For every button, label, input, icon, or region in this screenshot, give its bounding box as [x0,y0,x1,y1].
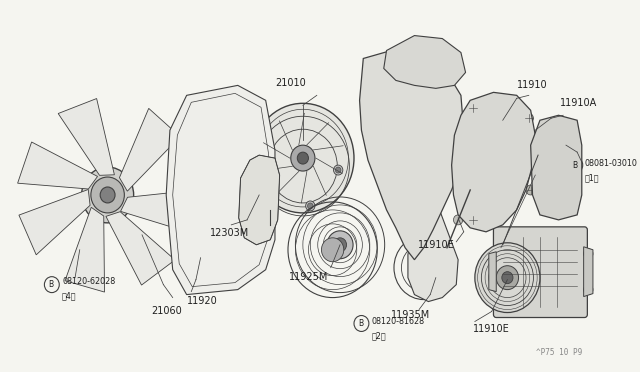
Text: B: B [358,319,363,328]
Polygon shape [531,115,582,220]
Text: 11920: 11920 [187,296,218,305]
Circle shape [460,139,471,151]
Text: 08120-81628: 08120-81628 [372,317,425,326]
Polygon shape [360,51,464,260]
Polygon shape [384,36,465,89]
Polygon shape [19,189,90,255]
Polygon shape [489,252,496,292]
Text: 08120-62028: 08120-62028 [62,277,115,286]
Text: 08081-03010: 08081-03010 [584,158,637,167]
Circle shape [403,89,426,112]
Circle shape [463,142,468,148]
Circle shape [91,177,124,213]
Circle shape [306,201,315,211]
Circle shape [464,183,477,197]
Circle shape [415,51,438,74]
Circle shape [496,266,518,290]
Circle shape [267,224,274,232]
Circle shape [454,215,463,225]
Circle shape [468,215,477,225]
Circle shape [428,130,438,140]
Circle shape [409,94,420,106]
Text: 21060: 21060 [151,305,182,315]
Text: 21010: 21010 [275,78,306,89]
Polygon shape [239,155,280,245]
Text: B: B [572,161,577,170]
Circle shape [440,245,454,259]
Circle shape [421,243,426,249]
Polygon shape [106,212,175,285]
Circle shape [261,163,267,169]
Polygon shape [120,108,180,191]
Circle shape [259,161,268,171]
Polygon shape [120,190,198,233]
Circle shape [321,238,344,262]
Text: 11910: 11910 [516,80,547,90]
Circle shape [411,161,428,179]
Circle shape [486,192,501,208]
Circle shape [252,103,354,213]
Circle shape [508,151,516,159]
Circle shape [549,130,568,150]
Circle shape [333,238,346,252]
Circle shape [554,135,563,145]
Text: 11910A: 11910A [561,98,598,108]
Text: 12303M: 12303M [210,228,249,238]
FancyBboxPatch shape [493,227,588,318]
Circle shape [490,196,497,204]
Text: 11935M: 11935M [391,310,431,320]
Circle shape [468,103,477,113]
Circle shape [415,166,423,174]
Circle shape [554,190,563,199]
Text: （1）: （1） [584,173,599,182]
Circle shape [489,110,508,130]
Circle shape [265,199,276,211]
Polygon shape [408,204,458,302]
Circle shape [524,113,533,123]
Text: （2）: （2） [372,331,387,340]
Circle shape [493,115,503,125]
Polygon shape [58,99,115,175]
Polygon shape [452,92,535,232]
Circle shape [502,272,513,283]
Circle shape [307,203,313,209]
Circle shape [504,146,520,164]
Circle shape [268,202,273,208]
Circle shape [100,187,115,203]
Text: B: B [49,280,54,289]
Circle shape [335,167,341,173]
Circle shape [327,231,353,259]
Circle shape [526,185,535,195]
Circle shape [475,243,540,312]
Circle shape [418,240,429,252]
Circle shape [416,260,431,276]
Polygon shape [18,142,97,189]
Text: ^P75 10 P9: ^P75 10 P9 [536,348,582,357]
Circle shape [584,285,593,295]
Text: 11910E: 11910E [418,240,454,250]
Text: 11925M: 11925M [289,272,328,282]
Circle shape [550,186,567,204]
Circle shape [424,125,442,145]
Polygon shape [166,86,275,295]
Text: 11910E: 11910E [473,324,509,334]
Circle shape [408,42,445,82]
Text: （4）: （4） [62,292,77,301]
Circle shape [333,165,343,175]
Circle shape [298,152,308,164]
Circle shape [81,167,134,223]
Polygon shape [65,207,104,292]
Polygon shape [584,247,593,296]
Circle shape [291,145,315,171]
Circle shape [584,249,593,259]
